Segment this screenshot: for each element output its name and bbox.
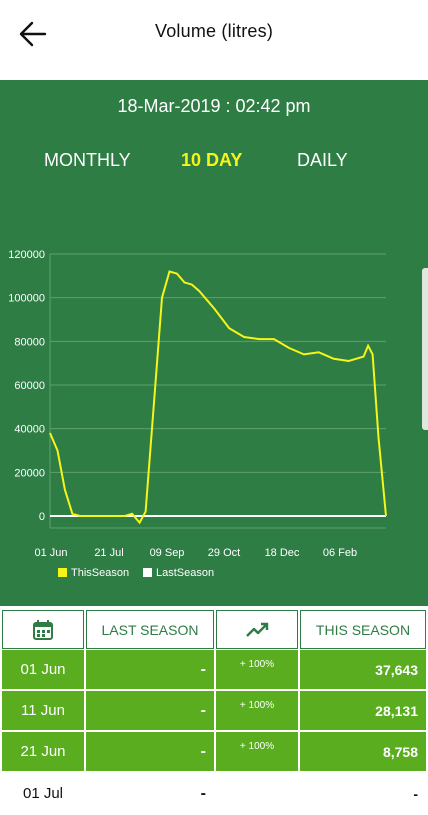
row-change (216, 774, 298, 813)
tab-daily[interactable]: DAILY (297, 150, 348, 170)
trend-up-icon (216, 610, 298, 649)
back-arrow-icon[interactable] (18, 20, 48, 48)
this-season-line (49, 270, 387, 525)
page-title: Volume (litres) (154, 21, 274, 41)
table-row[interactable]: 21 Jun - + 100% 8,758 (0, 732, 428, 773)
row-last-season: - (86, 650, 214, 689)
x-tick-label: 18 Dec (265, 547, 300, 559)
y-tick-label: 40000 (14, 424, 45, 436)
calendar-icon (2, 610, 84, 649)
x-tick-label: 29 Oct (208, 547, 240, 559)
legend-swatch-this-season (58, 568, 67, 577)
y-tick-label: 120000 (8, 249, 45, 261)
row-change: + 100% (216, 650, 298, 689)
row-date: 11 Jun (2, 691, 84, 730)
row-change: + 100% (216, 691, 298, 730)
x-tick-label: 06 Feb (323, 547, 357, 559)
table-row[interactable]: 01 Jul - - (0, 774, 428, 815)
volume-line-chart: 120000 100000 80000 60000 40000 20000 0 01 Jun… (8, 249, 387, 579)
row-last-season: - (86, 732, 214, 771)
y-tick-label: 60000 (14, 380, 45, 392)
y-tick-label: 80000 (14, 336, 45, 348)
x-tick-label: 21 Jul (94, 547, 123, 559)
y-tick-label: 0 (39, 511, 45, 523)
row-this-season: - (300, 774, 426, 813)
row-date: 01 Jun (2, 650, 84, 689)
chart-panel: 18-Mar-2019 : 02:42 pm MONTHLY 10 DAY DA… (0, 80, 428, 606)
datetime-label: 18-Mar-2019 : 02:42 pm (117, 96, 311, 116)
top-bar: Volume (litres) (0, 0, 428, 80)
table-row[interactable]: 11 Jun - + 100% 28,131 (0, 691, 428, 732)
scrollbar-thumb[interactable] (422, 268, 428, 430)
y-tick-label: 100000 (8, 293, 45, 305)
table-header-row: LAST SEASON THIS SEASON (0, 610, 428, 651)
row-date: 21 Jun (2, 732, 84, 771)
x-tick-label: 09 Sep (150, 547, 185, 559)
table-row[interactable]: 01 Jun - + 100% 37,643 (0, 650, 428, 691)
row-this-season: 8,758 (300, 732, 426, 771)
legend-label-this-season: ThisSeason (71, 567, 129, 579)
legend-swatch-last-season (143, 568, 152, 577)
row-last-season: - (86, 774, 214, 813)
row-this-season: 28,131 (300, 691, 426, 730)
period-tabs: MONTHLY 10 DAY DAILY (0, 150, 428, 174)
row-change: + 100% (216, 732, 298, 771)
x-tick-label: 01 Jun (34, 547, 67, 559)
row-last-season: - (86, 691, 214, 730)
tab-monthly[interactable]: MONTHLY (44, 150, 131, 170)
this-season-header: THIS SEASON (300, 610, 426, 649)
tab-10-day[interactable]: 10 DAY (181, 150, 243, 170)
last-season-header: LAST SEASON (86, 610, 214, 649)
y-tick-label: 20000 (14, 467, 45, 479)
row-date: 01 Jul (2, 774, 84, 813)
row-this-season: 37,643 (300, 650, 426, 689)
legend-label-last-season: LastSeason (156, 567, 214, 579)
